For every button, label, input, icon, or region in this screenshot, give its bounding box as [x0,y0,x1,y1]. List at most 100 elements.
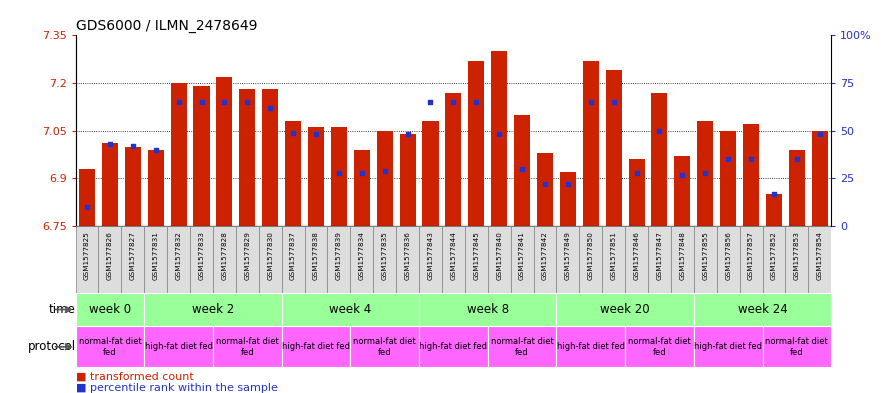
Text: high-fat diet fed: high-fat diet fed [145,342,212,351]
Text: GSM1577856: GSM1577856 [725,231,731,280]
Point [125,143,140,149]
Text: high-fat diet fed: high-fat diet fed [282,342,350,351]
Point [653,128,667,134]
Point [469,99,484,105]
Text: normal-fat diet
fed: normal-fat diet fed [216,337,278,356]
Text: normal-fat diet
fed: normal-fat diet fed [629,337,691,356]
Bar [648,226,671,293]
Text: high-fat diet fed: high-fat diet fed [420,342,487,351]
Bar [236,226,259,293]
Bar [514,115,530,226]
Text: ■ transformed count: ■ transformed count [76,371,193,381]
Bar [79,169,95,226]
Bar [102,143,118,226]
Text: normal-fat diet
fed: normal-fat diet fed [353,337,416,356]
Point [813,131,827,138]
Point [400,131,414,138]
Bar [557,293,693,326]
Text: GSM1577842: GSM1577842 [542,231,548,280]
Bar [537,153,553,226]
Text: GSM1577844: GSM1577844 [451,231,456,280]
Bar [510,226,533,293]
Bar [557,226,580,293]
Point [308,131,323,138]
Bar [422,121,438,226]
Text: GSM1577829: GSM1577829 [244,231,251,280]
Bar [354,150,370,226]
Bar [419,293,557,326]
Text: normal-fat diet
fed: normal-fat diet fed [491,337,554,356]
Point [172,99,186,105]
Point [217,99,231,105]
Bar [419,326,488,367]
Bar [766,194,782,226]
Text: protocol: protocol [28,340,76,353]
Point [286,129,300,136]
Text: GSM1577839: GSM1577839 [336,231,342,280]
Text: GSM1577837: GSM1577837 [290,231,296,280]
Bar [697,121,713,226]
Point [698,169,712,176]
Bar [144,293,282,326]
Bar [213,326,282,367]
Text: GSM1577828: GSM1577828 [221,231,228,280]
Bar [743,124,759,226]
Bar [76,293,144,326]
Bar [76,326,144,367]
Bar [308,127,324,226]
Point [767,191,781,197]
Bar [808,226,831,293]
Bar [602,226,625,293]
Bar [789,150,805,226]
Bar [488,326,557,367]
Text: week 24: week 24 [738,303,788,316]
Bar [259,226,282,293]
Text: week 0: week 0 [89,303,131,316]
Point [446,99,461,105]
Text: GSM1577850: GSM1577850 [588,231,594,280]
Point [561,181,575,187]
Bar [580,226,602,293]
Bar [373,226,396,293]
Text: GSM1577852: GSM1577852 [771,231,777,280]
Bar [629,159,645,226]
Text: GSM1577834: GSM1577834 [359,231,364,280]
Bar [148,150,164,226]
Text: GDS6000 / ILMN_2478649: GDS6000 / ILMN_2478649 [76,19,257,33]
Bar [350,226,373,293]
Bar [285,121,301,226]
Point [378,167,392,174]
Point [721,156,735,162]
Text: high-fat diet fed: high-fat diet fed [557,342,625,351]
Bar [442,226,465,293]
Bar [396,226,419,293]
Bar [144,226,167,293]
Text: normal-fat diet
fed: normal-fat diet fed [765,337,829,356]
Bar [693,293,831,326]
Bar [350,326,419,367]
Bar [194,86,210,226]
Text: week 20: week 20 [600,303,650,316]
Point [606,99,621,105]
Point [103,141,117,147]
Text: GSM1577826: GSM1577826 [107,231,113,280]
Point [80,204,94,210]
Text: GSM1577847: GSM1577847 [656,231,662,280]
Bar [213,226,236,293]
Text: ■ percentile rank within the sample: ■ percentile rank within the sample [76,383,277,393]
Text: GSM1577831: GSM1577831 [153,231,159,280]
Text: GSM1577836: GSM1577836 [404,231,411,280]
Text: GSM1577851: GSM1577851 [611,231,617,280]
Text: time: time [49,303,76,316]
Bar [76,226,99,293]
Text: normal-fat diet
fed: normal-fat diet fed [78,337,141,356]
Bar [812,130,828,226]
Text: GSM1577853: GSM1577853 [794,231,800,280]
Bar [557,326,625,367]
Text: GSM1577849: GSM1577849 [565,231,571,280]
Point [538,181,552,187]
Text: GSM1577843: GSM1577843 [428,231,434,280]
Bar [327,226,350,293]
Text: GSM1577845: GSM1577845 [473,231,479,280]
Point [355,169,369,176]
